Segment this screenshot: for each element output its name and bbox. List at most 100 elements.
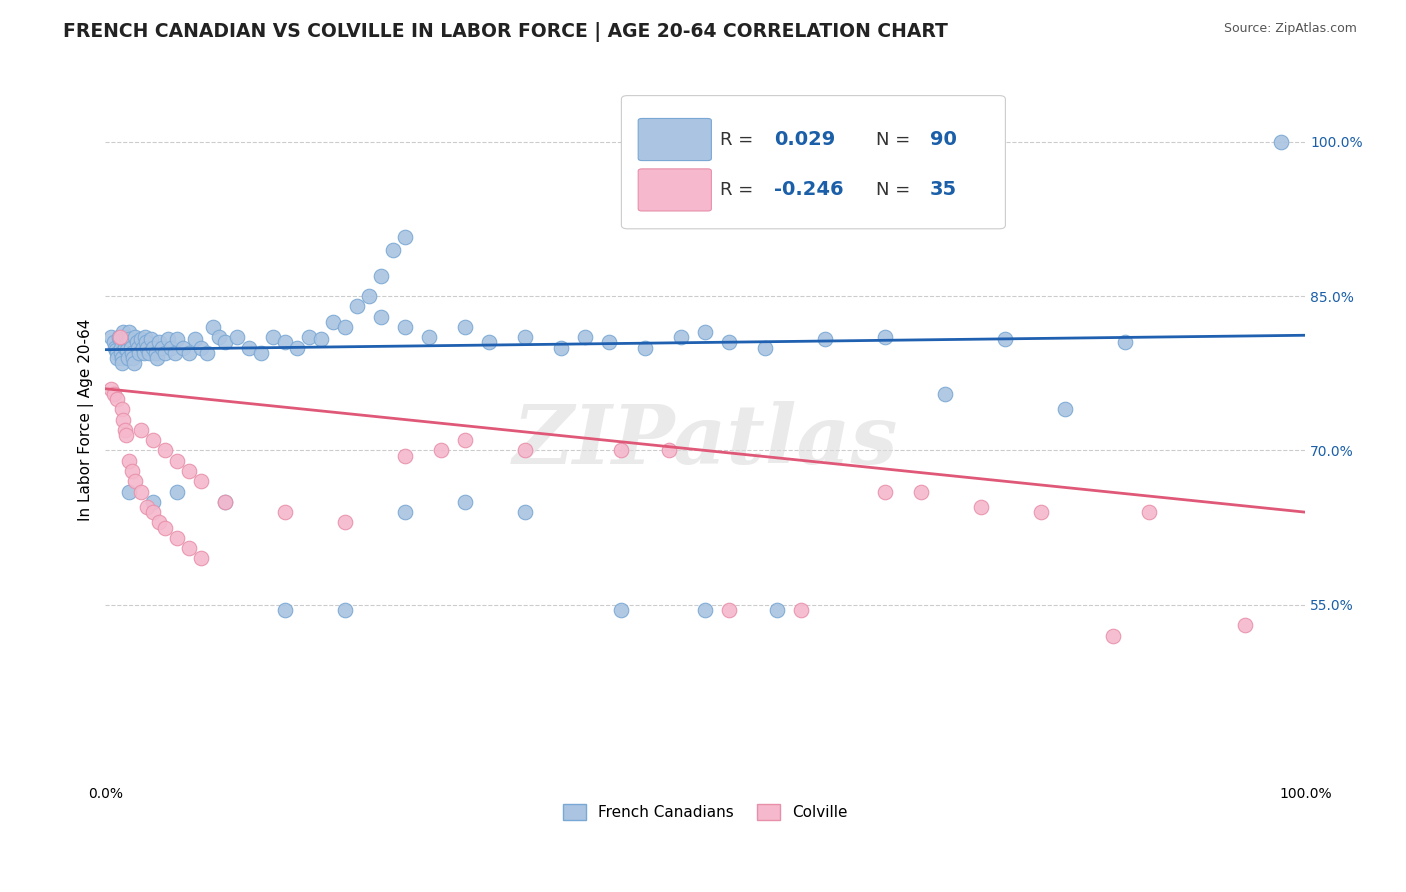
Point bbox=[335, 320, 357, 334]
Point bbox=[610, 603, 633, 617]
Text: ZIPatlas: ZIPatlas bbox=[513, 401, 898, 481]
Point bbox=[166, 454, 188, 468]
Point bbox=[658, 443, 681, 458]
Point bbox=[370, 268, 392, 283]
Point bbox=[1031, 505, 1053, 519]
Point bbox=[994, 332, 1017, 346]
Point bbox=[454, 433, 477, 447]
Point bbox=[150, 341, 173, 355]
Point bbox=[718, 603, 741, 617]
Point bbox=[132, 345, 155, 359]
Text: N =: N = bbox=[876, 130, 915, 149]
Point bbox=[145, 345, 167, 359]
Point bbox=[148, 335, 170, 350]
Point bbox=[131, 484, 153, 499]
Point bbox=[163, 345, 186, 359]
Point bbox=[105, 345, 128, 359]
Point bbox=[1137, 505, 1160, 519]
Point bbox=[112, 412, 135, 426]
Point bbox=[100, 382, 122, 396]
Point bbox=[226, 330, 249, 344]
Point bbox=[110, 341, 132, 355]
Point bbox=[125, 335, 148, 350]
Point bbox=[166, 484, 188, 499]
Point bbox=[754, 341, 776, 355]
Point bbox=[121, 345, 143, 359]
Text: Source: ZipAtlas.com: Source: ZipAtlas.com bbox=[1223, 22, 1357, 36]
Point bbox=[166, 531, 188, 545]
Point bbox=[160, 341, 183, 355]
Point bbox=[124, 475, 146, 489]
Text: 90: 90 bbox=[929, 130, 956, 149]
Point bbox=[118, 332, 141, 346]
Point bbox=[112, 332, 135, 346]
Text: R =: R = bbox=[720, 181, 759, 199]
Point bbox=[128, 345, 150, 359]
Y-axis label: In Labor Force | Age 20-64: In Labor Force | Age 20-64 bbox=[79, 318, 94, 521]
Point bbox=[142, 495, 165, 509]
Point bbox=[172, 341, 194, 355]
Text: 35: 35 bbox=[929, 180, 957, 200]
Point bbox=[112, 325, 135, 339]
Point bbox=[142, 341, 165, 355]
Point bbox=[190, 475, 212, 489]
Point bbox=[274, 603, 297, 617]
Point bbox=[118, 454, 141, 468]
Point bbox=[515, 330, 537, 344]
FancyBboxPatch shape bbox=[638, 119, 711, 161]
Point bbox=[346, 300, 368, 314]
Point bbox=[695, 603, 717, 617]
Point bbox=[148, 516, 170, 530]
Point bbox=[298, 330, 321, 344]
Point bbox=[136, 341, 159, 355]
Point bbox=[418, 330, 440, 344]
FancyBboxPatch shape bbox=[638, 169, 711, 211]
Point bbox=[179, 464, 201, 478]
Point bbox=[108, 330, 131, 344]
Point bbox=[155, 443, 177, 458]
Point bbox=[190, 551, 212, 566]
Point bbox=[105, 343, 128, 357]
Point bbox=[127, 341, 149, 355]
Point bbox=[104, 341, 127, 355]
Point bbox=[114, 341, 136, 355]
Point bbox=[115, 343, 138, 357]
Point bbox=[155, 345, 177, 359]
Legend: French Canadians, Colville: French Canadians, Colville bbox=[557, 797, 853, 826]
Point bbox=[478, 335, 501, 350]
Text: FRENCH CANADIAN VS COLVILLE IN LABOR FORCE | AGE 20-64 CORRELATION CHART: FRENCH CANADIAN VS COLVILLE IN LABOR FOR… bbox=[63, 22, 948, 42]
Point bbox=[121, 464, 143, 478]
Point bbox=[131, 341, 153, 355]
Text: 0.029: 0.029 bbox=[773, 130, 835, 149]
Point bbox=[110, 345, 132, 359]
Point bbox=[515, 443, 537, 458]
Point bbox=[105, 351, 128, 365]
Point bbox=[214, 335, 236, 350]
Point bbox=[238, 341, 260, 355]
Point bbox=[166, 332, 188, 346]
Point bbox=[430, 443, 453, 458]
Point bbox=[111, 402, 134, 417]
Point bbox=[122, 351, 145, 365]
Point bbox=[103, 387, 125, 401]
Point bbox=[105, 392, 128, 406]
Point bbox=[910, 484, 932, 499]
Point bbox=[335, 516, 357, 530]
Point bbox=[135, 335, 157, 350]
Point bbox=[250, 345, 273, 359]
Point bbox=[103, 335, 125, 350]
Point bbox=[359, 289, 381, 303]
Point bbox=[118, 484, 141, 499]
FancyBboxPatch shape bbox=[621, 95, 1005, 229]
Point bbox=[214, 495, 236, 509]
Point bbox=[120, 341, 142, 355]
Point bbox=[875, 330, 897, 344]
Point bbox=[311, 332, 333, 346]
Point bbox=[610, 443, 633, 458]
Point bbox=[111, 356, 134, 370]
Point bbox=[208, 330, 231, 344]
Point bbox=[274, 335, 297, 350]
Point bbox=[179, 345, 201, 359]
Point bbox=[114, 330, 136, 344]
Point bbox=[766, 603, 789, 617]
